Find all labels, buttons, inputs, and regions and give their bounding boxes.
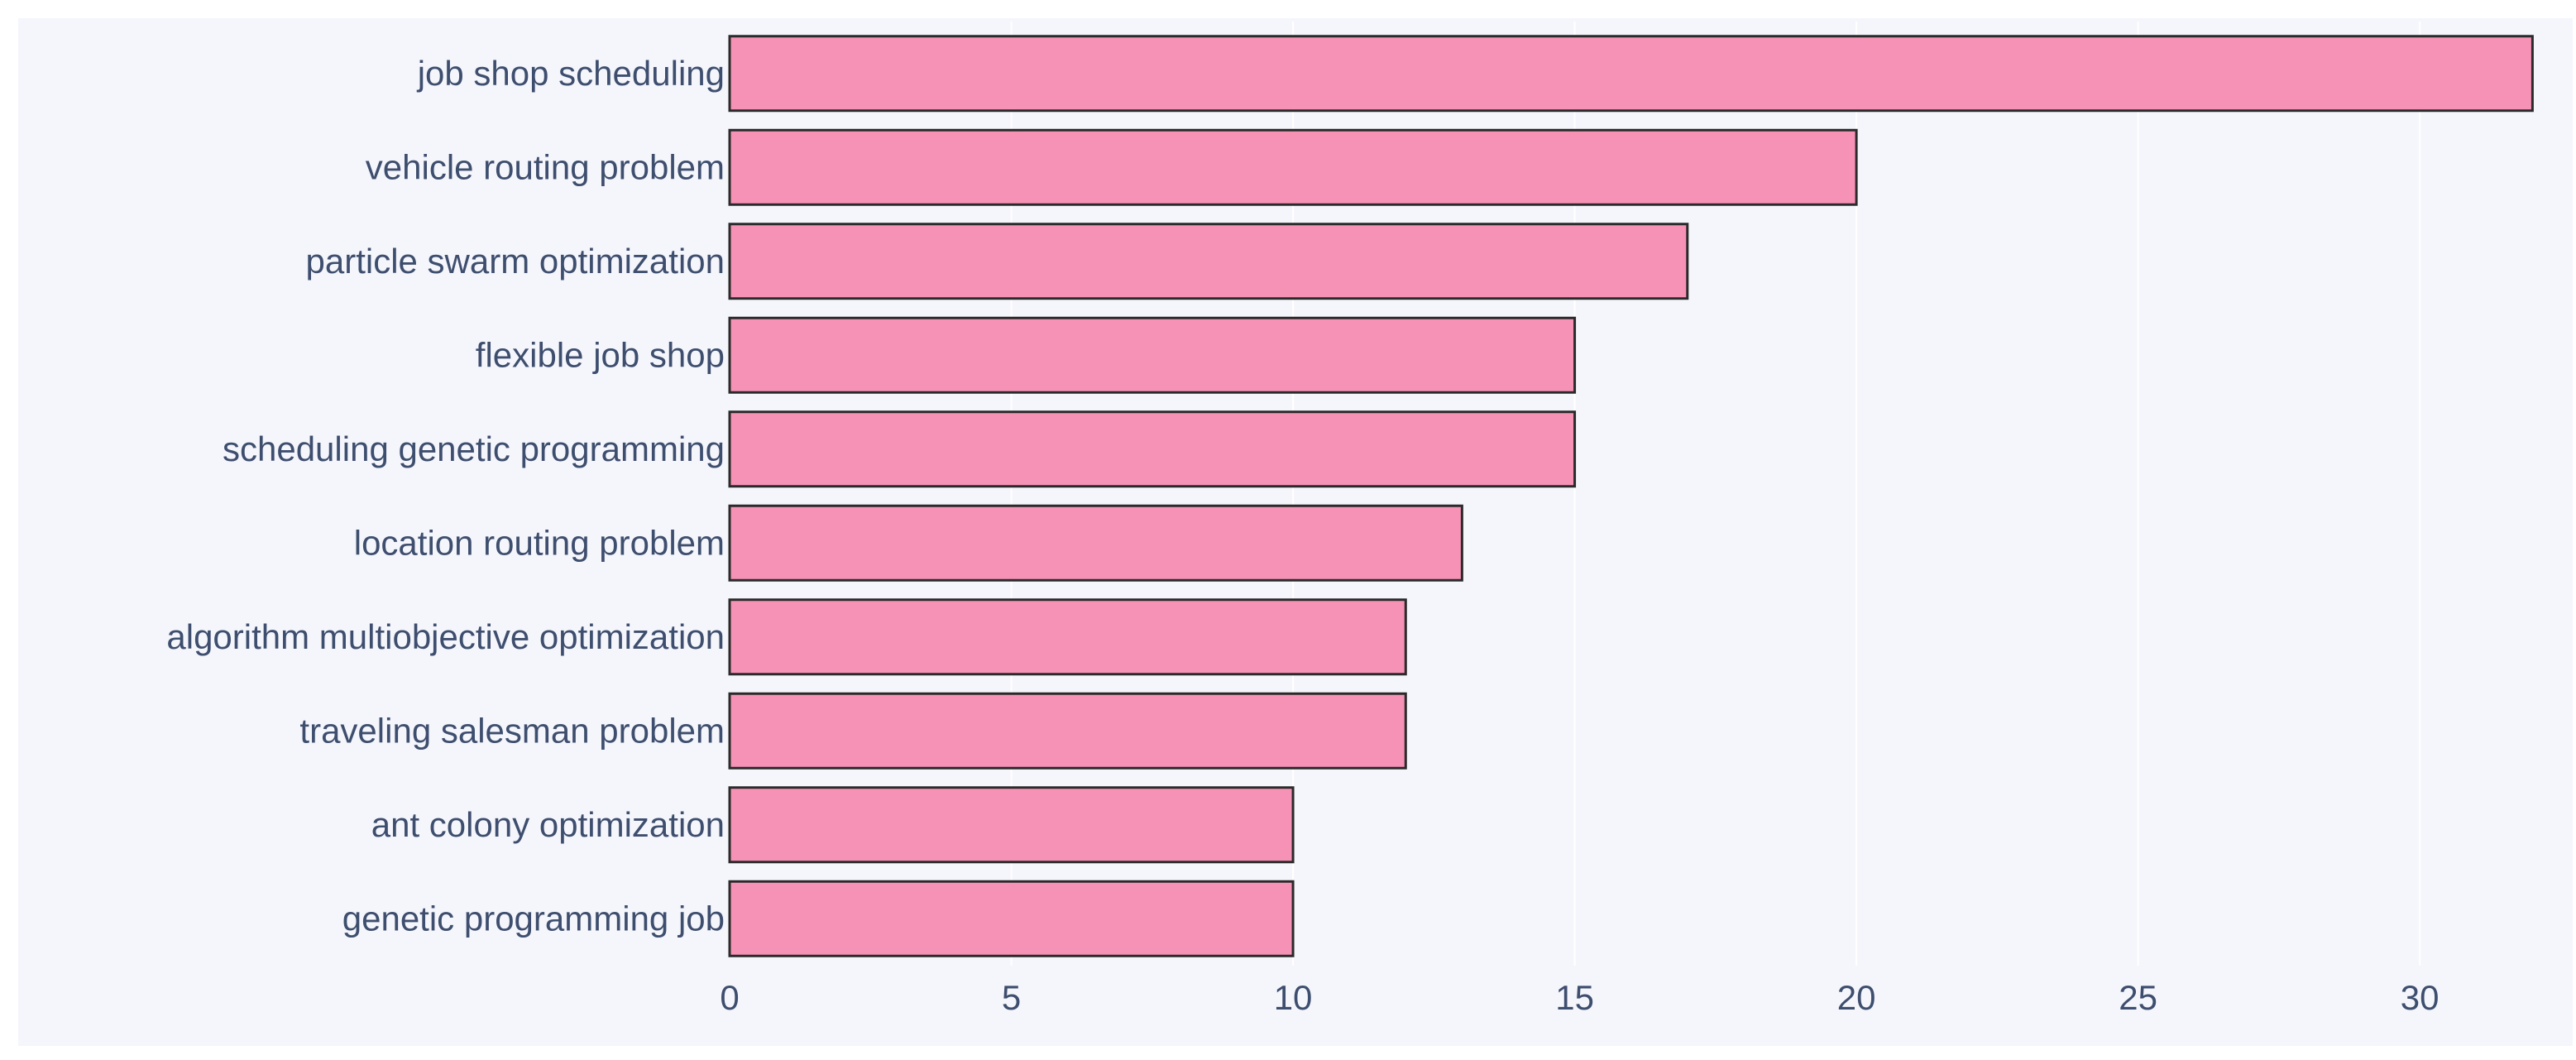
x-tick-label: 0 xyxy=(720,978,739,1017)
bar xyxy=(728,598,1407,676)
bar xyxy=(728,692,1407,770)
category-label: location routing problem xyxy=(354,523,725,562)
x-tick-label: 30 xyxy=(2401,978,2440,1017)
bar xyxy=(728,316,1577,394)
x-tick-label: 15 xyxy=(1555,978,1594,1017)
category-label: particle swarm optimization xyxy=(305,242,725,281)
x-tick-label: 20 xyxy=(1837,978,1876,1017)
category-label: scheduling genetic programming xyxy=(223,429,725,468)
bar xyxy=(728,410,1577,488)
x-tick-label: 10 xyxy=(1274,978,1313,1017)
bars xyxy=(728,35,2534,957)
category-label: genetic programming job xyxy=(342,899,725,938)
bar xyxy=(728,128,1858,206)
bar xyxy=(728,786,1295,864)
category-label: job shop scheduling xyxy=(416,54,725,93)
category-label: vehicle routing problem xyxy=(366,147,725,186)
category-labels: job shop scheduling vehicle routing probl… xyxy=(166,54,725,938)
bar xyxy=(728,223,1689,300)
category-label: flexible job shop xyxy=(476,335,725,374)
x-tick-labels: 0 5 10 15 20 25 30 xyxy=(720,978,2439,1017)
bar xyxy=(728,504,1463,582)
x-tick-label: 5 xyxy=(1002,978,1021,1017)
bar xyxy=(728,880,1295,957)
x-tick-label: 25 xyxy=(2119,978,2157,1017)
category-label: algorithm multiobjective optimization xyxy=(166,617,725,656)
category-label: ant colony optimization xyxy=(371,805,725,844)
bar xyxy=(728,35,2534,113)
category-label: traveling salesman problem xyxy=(299,711,725,750)
